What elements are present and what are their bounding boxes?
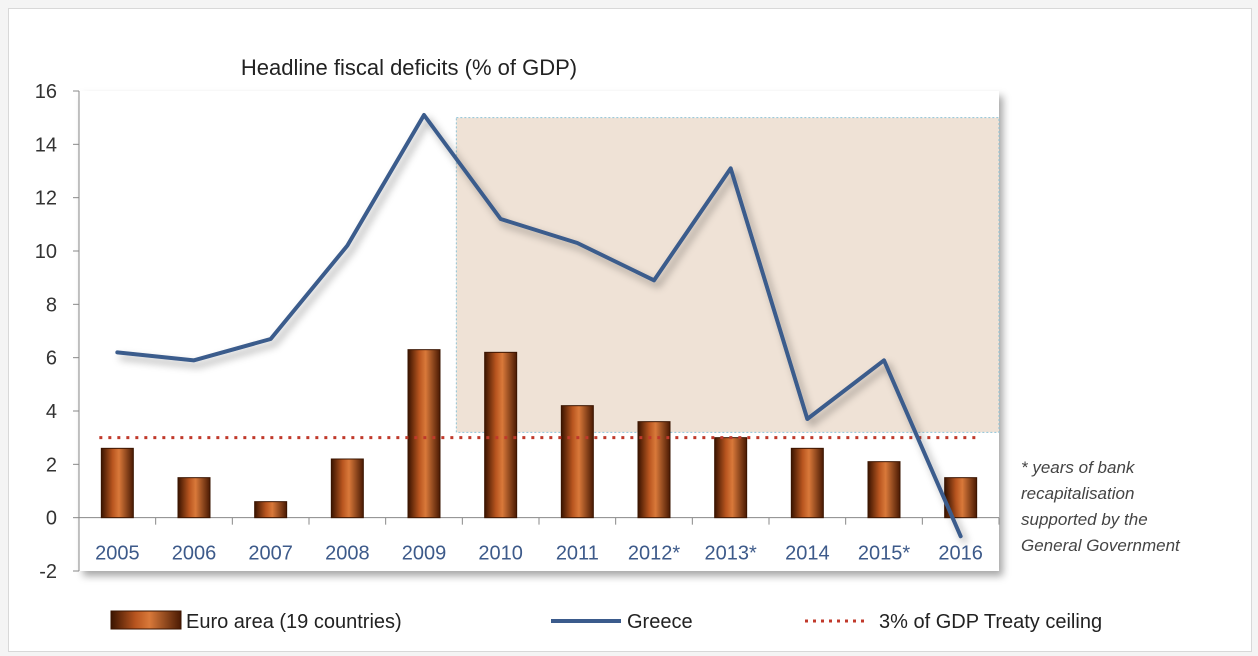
fiscal-deficits-chart: Headline fiscal deficits (% of GDP) 16 14…: [35, 55, 1181, 633]
chart-frame: Headline fiscal deficits (% of GDP) 16 14…: [8, 8, 1252, 652]
legend-label-greece: Greece: [627, 611, 693, 633]
legend-label-treaty-ceiling: 3% of GDP Treaty ceiling: [879, 611, 1102, 633]
legend-item-treaty-ceiling: 3% of GDP Treaty ceiling: [805, 611, 1102, 633]
y-tick-label: 10: [35, 241, 57, 263]
y-tick-label: 6: [46, 348, 57, 370]
bar-euro-area: [560, 405, 594, 519]
bar-euro-area: [330, 458, 364, 519]
y-tick-label: 8: [46, 294, 57, 316]
legend: Euro area (19 countries) Greece 3% of GD…: [110, 610, 1102, 633]
footnote-line-2: recapitalisation: [1021, 484, 1134, 503]
bar-euro-area: [100, 447, 134, 519]
y-tick-label: -2: [39, 561, 57, 583]
x-tick-label: 2016: [938, 543, 983, 565]
legend-item-greece: Greece: [551, 611, 693, 633]
footnote: * years of bank recapitalisation support…: [1021, 458, 1181, 555]
bar-euro-area: [177, 477, 211, 519]
legend-label-euro-area: Euro area (19 countries): [186, 611, 402, 633]
bar-euro-area: [484, 351, 518, 519]
bar-euro-area: [637, 421, 671, 519]
y-tick-label: 12: [35, 188, 57, 210]
x-tick-label: 2012*: [628, 543, 680, 565]
bar-euro-area: [254, 501, 288, 519]
legend-item-euro-area: Euro area (19 countries): [110, 610, 402, 633]
x-tick-label: 2005: [95, 543, 140, 565]
bar-euro-area: [407, 349, 441, 519]
chart-title: Headline fiscal deficits (% of GDP): [241, 55, 577, 80]
x-tick-label: 2007: [248, 543, 293, 565]
x-tick-label: 2008: [325, 543, 370, 565]
bar-euro-area: [790, 447, 824, 519]
bar-euro-area: [867, 461, 901, 519]
x-tick-label: 2014: [785, 543, 830, 565]
y-tick-label: 4: [46, 401, 57, 423]
y-tick-label: 16: [35, 81, 57, 103]
x-tick-label: 2011: [556, 543, 599, 565]
x-tick-label: 2006: [172, 543, 217, 565]
footnote-line-3: supported by the: [1021, 510, 1148, 529]
legend-swatch-bar: [110, 610, 182, 630]
bar-euro-area: [714, 437, 748, 519]
x-tick-label: 2015*: [858, 543, 910, 565]
y-tick-label: 2: [46, 454, 57, 476]
highlight-region: [455, 117, 1000, 433]
footnote-line-4: General Government: [1021, 536, 1181, 555]
y-tick-label: 0: [46, 508, 57, 530]
x-tick-label: 2013*: [705, 543, 757, 565]
x-tick-label: 2010: [478, 543, 523, 565]
footnote-line-1: * years of bank: [1021, 458, 1136, 477]
y-tick-label: 14: [35, 134, 57, 156]
greece-line: [115, 113, 963, 539]
x-tick-label: 2009: [402, 543, 447, 565]
